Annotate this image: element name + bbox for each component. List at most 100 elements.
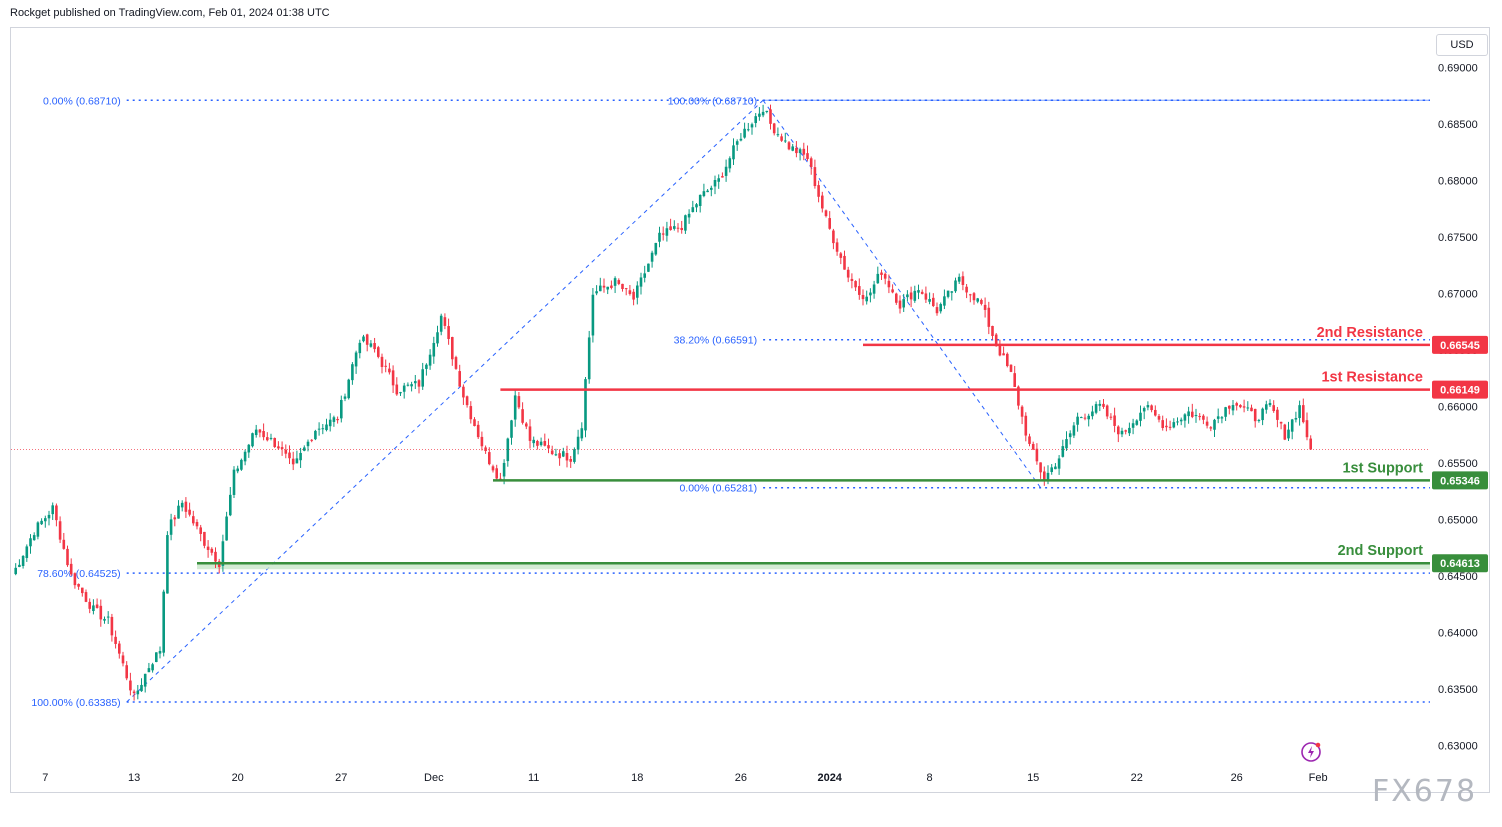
candle-body xyxy=(1109,416,1113,418)
candle-body xyxy=(591,294,595,336)
candle-body xyxy=(317,428,321,430)
price-axis-tag[interactable] xyxy=(1432,380,1488,399)
candle-body xyxy=(299,452,302,461)
candle-body xyxy=(1150,405,1153,411)
candle-body xyxy=(558,453,561,459)
watermark-logo: FX678 xyxy=(1372,774,1478,809)
candle-body xyxy=(66,548,69,566)
candle-body xyxy=(743,128,746,138)
chart-frame[interactable] xyxy=(10,27,1490,793)
candle-body xyxy=(543,441,547,446)
candle-body xyxy=(417,380,421,387)
candle-body xyxy=(599,285,602,292)
candle-body xyxy=(1009,364,1013,372)
candle-body xyxy=(983,304,987,310)
candle-body xyxy=(991,325,994,336)
price-axis-tick: 0.64000 xyxy=(1438,628,1478,640)
candle-body xyxy=(906,294,909,298)
candle-body xyxy=(177,505,180,519)
time-axis-tick: 20 xyxy=(232,772,244,784)
candle-body xyxy=(214,551,217,562)
candle-body xyxy=(1094,404,1098,413)
candle-body xyxy=(928,299,931,302)
candle-body xyxy=(114,636,117,644)
candle-body xyxy=(547,445,550,449)
candle-body xyxy=(895,293,898,303)
candle-body xyxy=(1098,403,1102,406)
resistance-label: 1st Resistance xyxy=(1321,370,1423,386)
candle-body xyxy=(29,538,32,547)
currency-button[interactable]: USD xyxy=(1436,34,1488,56)
candle-body xyxy=(73,573,77,586)
candle-body xyxy=(869,292,872,296)
candle-body xyxy=(240,459,243,470)
candle-body xyxy=(587,337,591,380)
candle-body xyxy=(1131,423,1135,428)
candle-body xyxy=(488,452,491,465)
tradingview-logo-icon[interactable] xyxy=(1300,741,1322,763)
candle-body xyxy=(735,141,739,145)
candle-body xyxy=(687,213,691,218)
candle-body xyxy=(499,478,502,480)
candle-body xyxy=(351,364,354,381)
candle-body xyxy=(210,548,214,553)
candle-body xyxy=(388,368,391,373)
candle-body xyxy=(1290,419,1294,432)
candle-body xyxy=(340,399,343,419)
candle-body xyxy=(532,439,535,444)
candle-body xyxy=(939,304,942,312)
candle-body xyxy=(550,450,554,455)
candle-body xyxy=(1028,436,1031,444)
candle-body xyxy=(691,207,695,213)
price-axis-tick: 0.68500 xyxy=(1438,119,1478,131)
candle-body xyxy=(628,290,632,294)
candle-body xyxy=(254,429,258,436)
candle-body xyxy=(536,440,539,446)
price-axis-tag[interactable] xyxy=(1432,471,1488,490)
candle-body xyxy=(358,342,362,354)
support-zone xyxy=(197,563,1430,570)
candle-body xyxy=(262,431,265,438)
candle-body xyxy=(658,232,661,242)
candle-body xyxy=(1091,411,1094,417)
candle-body xyxy=(469,406,473,420)
price-axis-tag-label: 0.65346 xyxy=(1440,475,1480,487)
candle-body xyxy=(447,326,450,339)
candle-body xyxy=(232,469,236,495)
candle-body xyxy=(776,134,780,136)
time-axis-tick: 22 xyxy=(1131,772,1143,784)
candle-body xyxy=(140,684,143,692)
support-label: 2nd Support xyxy=(1338,543,1424,559)
candle-body xyxy=(610,285,613,288)
candle-body xyxy=(269,437,273,439)
price-axis-tag[interactable] xyxy=(1432,335,1488,354)
candle-body xyxy=(1261,408,1264,421)
candle-body xyxy=(817,185,820,197)
candle-body xyxy=(624,288,628,290)
candle-body xyxy=(280,447,284,449)
candle-body xyxy=(406,384,410,386)
price-axis-tick: 0.67000 xyxy=(1438,289,1478,301)
candle-body xyxy=(647,263,650,272)
candle-body xyxy=(1202,415,1205,420)
candle-body xyxy=(1105,405,1109,417)
candle-body xyxy=(365,334,369,345)
candle-body xyxy=(328,419,332,427)
candle-body xyxy=(669,226,672,230)
candle-body xyxy=(266,437,269,441)
candle-body xyxy=(1035,448,1039,462)
candle-body xyxy=(1205,421,1209,426)
fib-level-label: 0.00% (0.68710) xyxy=(43,95,121,107)
candle-body xyxy=(36,522,40,537)
candle-body xyxy=(1213,419,1216,430)
candle-body xyxy=(1054,466,1057,470)
fib-level-label: 78.60% (0.64525) xyxy=(37,568,120,580)
candle-body xyxy=(824,210,828,217)
candle-body xyxy=(832,230,835,244)
candle-body xyxy=(1194,415,1198,417)
candle-body xyxy=(1020,406,1024,417)
candle-body xyxy=(791,146,794,151)
candle-body xyxy=(821,195,824,209)
price-axis-tag[interactable] xyxy=(1432,554,1488,573)
